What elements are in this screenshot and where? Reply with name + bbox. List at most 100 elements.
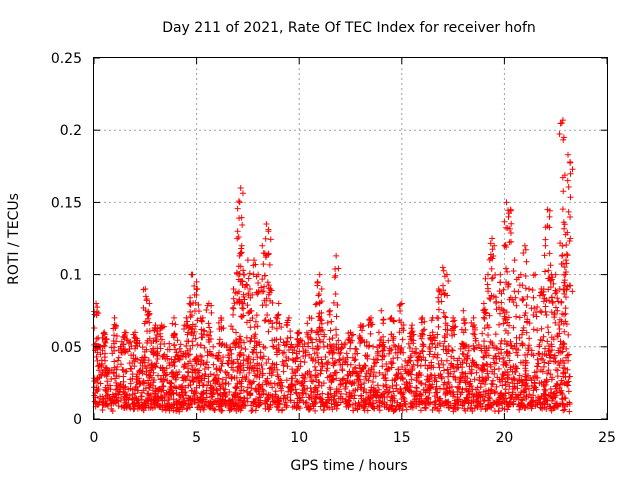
band-point (460, 351, 467, 358)
band-point (274, 351, 281, 358)
peak-point (450, 314, 457, 321)
band-point (344, 400, 351, 407)
band-point (294, 378, 301, 385)
band-point (311, 399, 318, 406)
band-point (190, 377, 197, 384)
band-point (195, 369, 202, 376)
band-point (193, 353, 200, 360)
spike-point (523, 258, 530, 265)
band-point (165, 404, 172, 411)
band-point (516, 372, 523, 379)
band-point (351, 357, 358, 364)
band-point (496, 356, 503, 363)
band-point (269, 384, 276, 391)
band-point (252, 407, 259, 414)
band-point (189, 374, 196, 381)
band-point (454, 383, 461, 390)
band-point (392, 376, 399, 383)
band-point (272, 399, 279, 406)
band-point (194, 341, 201, 348)
band-point (246, 365, 253, 372)
band-point (391, 377, 398, 384)
band-point (331, 369, 338, 376)
spike-point (273, 325, 280, 332)
spike-point (110, 338, 117, 345)
band-point (536, 341, 543, 348)
band-point (130, 355, 137, 362)
band-point (326, 349, 333, 356)
band-point (227, 344, 234, 351)
band-point (357, 376, 364, 383)
band-point (544, 401, 551, 408)
spike-point (435, 294, 442, 301)
spike-point (287, 328, 294, 335)
band-point (557, 345, 564, 352)
spike-point (189, 342, 196, 349)
band-point (290, 357, 297, 364)
band-point (129, 386, 136, 393)
spike-point (502, 265, 509, 272)
peak-point (511, 257, 518, 264)
band-point (207, 399, 214, 406)
band-point (135, 387, 142, 394)
spike-point (112, 322, 119, 329)
band-point (566, 373, 573, 380)
band-point (380, 382, 387, 389)
spike-point (91, 311, 98, 318)
spike-point (399, 336, 406, 343)
band-point (506, 383, 513, 390)
spike-point (539, 292, 546, 299)
data-points (91, 117, 576, 415)
band-point (531, 383, 538, 390)
spike-point (238, 214, 245, 221)
band-point (361, 362, 368, 369)
band-point (477, 400, 484, 407)
band-point (166, 340, 173, 347)
spike-point (241, 296, 248, 303)
spike-point (561, 225, 568, 232)
band-point (104, 371, 111, 378)
spike-point (524, 293, 531, 300)
band-point (111, 398, 118, 405)
band-point (185, 401, 192, 408)
band-point (389, 394, 396, 401)
spike-point (150, 337, 157, 344)
band-point (267, 380, 274, 387)
band-point (496, 402, 503, 409)
band-point (370, 400, 377, 407)
band-point (365, 367, 372, 374)
band-point (526, 391, 533, 398)
band-point (459, 369, 466, 376)
band-point (218, 357, 225, 364)
band-point (159, 406, 166, 413)
y-axis-label: ROTI / TECUs (6, 193, 22, 285)
spike-point (409, 328, 416, 335)
band-point (493, 398, 500, 405)
spike-point (260, 261, 267, 268)
band-point (438, 357, 445, 364)
spike-point (444, 331, 451, 338)
spike-point (441, 291, 448, 298)
band-point (523, 359, 530, 366)
band-point (381, 399, 388, 406)
band-point (492, 353, 499, 360)
peak-point (542, 242, 549, 249)
band-point (181, 389, 188, 396)
band-point (220, 385, 227, 392)
band-point (176, 400, 183, 407)
band-point (273, 345, 280, 352)
band-point (391, 397, 398, 404)
spike-point (235, 198, 242, 205)
band-point (348, 381, 355, 388)
spike-point (303, 329, 310, 336)
band-point (234, 356, 241, 363)
band-point (244, 384, 251, 391)
spike-point (488, 265, 495, 272)
spike-point (191, 283, 198, 290)
band-point (236, 369, 243, 376)
band-point (410, 400, 417, 407)
band-point (164, 400, 171, 407)
spike-point (510, 299, 517, 306)
band-point (210, 405, 217, 412)
band-point (408, 376, 415, 383)
